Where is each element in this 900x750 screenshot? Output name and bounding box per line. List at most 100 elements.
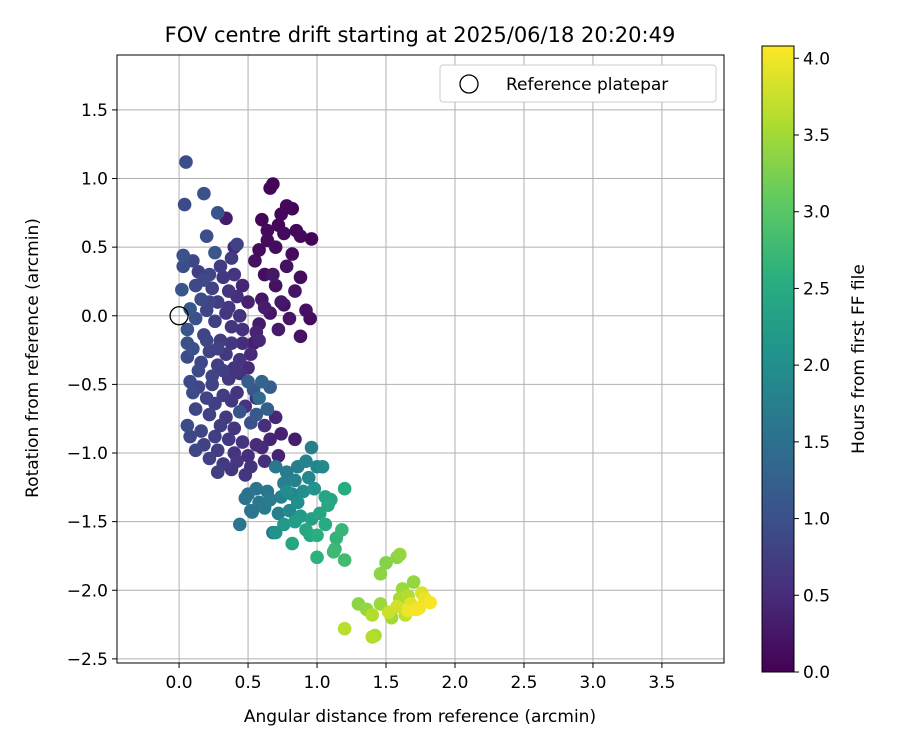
data-point [235,278,250,293]
data-point [260,223,275,238]
data-point [293,329,308,344]
x-tick-label: 2.5 [510,673,537,693]
y-tick-label: 0.5 [81,238,108,258]
data-point [221,300,236,315]
data-point [263,492,277,507]
data-point [244,347,258,361]
data-point [326,545,341,559]
data-point [274,295,288,309]
data-point [268,410,283,425]
data-point [224,336,239,351]
data-point [393,547,407,562]
y-tick-label: −0.5 [67,375,108,395]
data-point [282,311,297,326]
data-point [379,556,393,570]
data-point [175,282,189,297]
data-point [216,363,231,378]
data-point [290,495,305,510]
data-point [304,440,319,455]
data-point [268,459,283,474]
data-point [216,388,231,403]
x-tick-label: 3.5 [648,673,675,693]
data-point [232,352,247,367]
data-point [227,267,242,282]
data-point [249,407,264,422]
chart-title: FOV centre drift starting at 2025/06/18 … [165,23,676,47]
data-point [199,229,214,243]
data-point [249,481,264,496]
data-point [263,181,277,195]
data-point [197,273,211,287]
data-point [293,270,308,285]
x-tick-label: 0.5 [235,673,262,693]
data-point [180,322,195,337]
data-point [365,630,380,644]
data-point [271,322,286,337]
legend: Reference platepar [439,64,717,103]
colorbar-tick-label: 3.5 [803,126,830,146]
data-point [277,517,291,532]
y-axis-ticks: −2.5 −2.0 −1.5 −1.0 −0.5 0.0 0.5 1.0 1.5 [67,101,117,670]
data-point [293,229,308,243]
data-point [255,212,269,227]
data-point [318,517,333,532]
data-point [337,621,352,636]
data-point [337,553,352,567]
data-point [249,437,264,452]
data-point [299,303,313,318]
data-point [221,432,236,447]
data-point [213,418,228,433]
data-point [188,402,203,416]
data-point [271,448,286,463]
y-axis-label: Rotation from reference (arcmin) [23,218,43,498]
data-point [288,284,302,298]
data-point [268,240,283,254]
data-point [274,207,288,222]
colorbar [761,45,795,673]
data-point [260,402,275,416]
data-point [288,514,302,529]
data-point [177,197,192,212]
data-point [202,344,217,359]
data-point [255,374,269,389]
plot-frame [116,54,725,664]
data-point [235,336,250,351]
data-point [304,232,319,246]
data-point [238,468,253,482]
data-point [266,267,280,282]
data-point [373,597,388,611]
data-point [227,421,242,436]
legend-reference-marker [459,74,479,94]
x-axis-label: Angular distance from reference (arcmin) [244,707,596,727]
data-point [252,243,266,257]
data-point [208,429,222,444]
data-point [230,237,244,252]
colorbar-label: Hours from first FF file [849,264,869,454]
y-tick-label: 1.0 [81,170,108,190]
data-point [199,333,214,348]
data-point [373,566,388,581]
data-point [205,281,219,296]
data-point [183,429,197,444]
data-point [199,303,214,318]
data-point [235,322,250,337]
data-point [199,391,214,405]
data-point [176,259,191,274]
x-tick-label: 0.0 [166,673,193,693]
data-point [263,432,277,447]
data-point [268,525,283,540]
legend-reference-label: Reference platepar [506,75,668,95]
colorbar-tick-label: 2.0 [803,356,830,376]
data-point [390,599,404,614]
scatter-points [175,155,437,644]
colorbar-tick-label: 0.0 [803,663,830,683]
data-point [194,292,208,307]
data-point [282,503,297,518]
data-point [202,451,217,466]
data-point [179,155,193,169]
data-point [288,432,302,447]
reference-platepar-marker [169,306,189,326]
data-point [232,308,247,323]
data-point [299,454,313,469]
data-point [285,247,300,261]
